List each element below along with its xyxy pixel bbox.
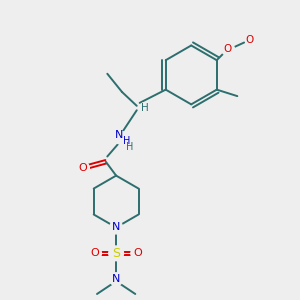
Text: O: O xyxy=(133,248,142,258)
Circle shape xyxy=(140,103,150,113)
Text: S: S xyxy=(112,247,120,260)
Text: N: N xyxy=(112,274,120,284)
Circle shape xyxy=(221,43,234,56)
Text: N: N xyxy=(112,222,120,233)
Circle shape xyxy=(114,131,127,144)
Circle shape xyxy=(131,247,144,260)
Text: N: N xyxy=(115,130,124,140)
Text: H: H xyxy=(141,103,149,113)
Text: O: O xyxy=(224,44,232,54)
Text: O: O xyxy=(245,35,253,45)
Text: O: O xyxy=(91,248,99,258)
Text: H: H xyxy=(126,142,133,152)
Circle shape xyxy=(110,273,123,286)
Circle shape xyxy=(88,247,101,260)
Circle shape xyxy=(109,246,124,261)
Circle shape xyxy=(76,162,89,175)
Text: H: H xyxy=(123,136,131,146)
Text: O: O xyxy=(79,163,87,173)
Circle shape xyxy=(110,221,123,234)
